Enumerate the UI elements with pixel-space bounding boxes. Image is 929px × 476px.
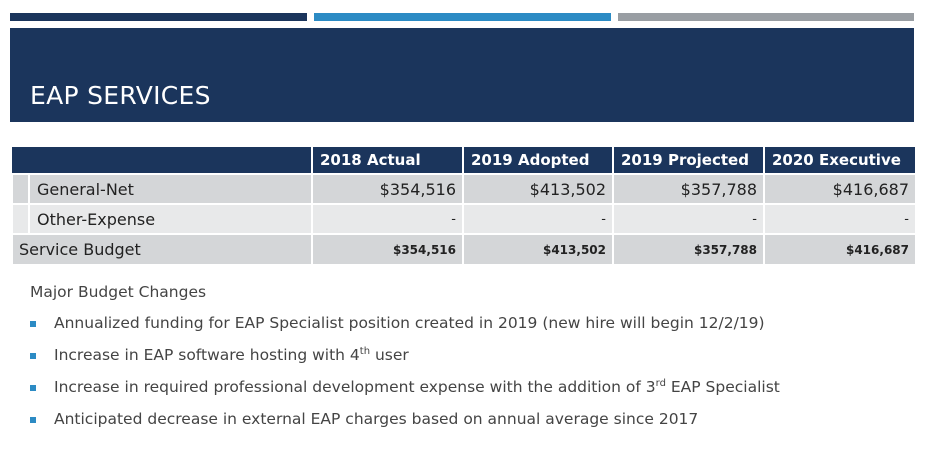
- square-bullet-icon: [30, 353, 36, 359]
- row-label-text: General-Net: [37, 179, 134, 199]
- changes-list: Annualized funding for EAP Specialist po…: [30, 314, 780, 442]
- table-cell: $416,687: [763, 173, 915, 204]
- table-cell: -: [462, 203, 613, 234]
- total-cell: $413,502: [462, 233, 613, 264]
- table-row: General-Net $354,516 $413,502 $357,788 $…: [11, 173, 915, 204]
- list-item-text: Annualized funding for EAP Specialist po…: [54, 314, 765, 333]
- list-item-text: Anticipated decrease in external EAP cha…: [54, 410, 699, 429]
- list-item: Increase in required professional develo…: [30, 378, 780, 410]
- total-label: Service Budget: [11, 233, 312, 264]
- list-item-text: Increase in required professional develo…: [54, 378, 656, 397]
- budget-table: 2018 Actual 2019 Adopted 2019 Projected …: [11, 147, 915, 264]
- table-cell: -: [763, 203, 915, 234]
- column-header: 2020 Executive: [763, 147, 915, 174]
- row-label: General-Net: [11, 173, 312, 204]
- row-label-text: Other-Expense: [37, 209, 156, 229]
- total-cell: $416,687: [763, 233, 915, 264]
- table-row: Other-Expense - - - -: [11, 203, 915, 234]
- page-title: EAP SERVICES: [30, 81, 211, 110]
- square-bullet-icon: [30, 385, 36, 391]
- accent-bar-blue: [314, 13, 611, 21]
- total-row: Service Budget $354,516 $413,502 $357,78…: [11, 233, 915, 264]
- table-header-row: 2018 Actual 2019 Adopted 2019 Projected …: [12, 147, 915, 174]
- list-item: Anticipated decrease in external EAP cha…: [30, 410, 780, 442]
- table-cell: -: [311, 203, 463, 234]
- column-header: [12, 147, 312, 174]
- list-item: Annualized funding for EAP Specialist po…: [30, 314, 780, 346]
- table-cell: $354,516: [311, 173, 463, 204]
- table-cell: -: [612, 203, 764, 234]
- list-item-text: Increase in EAP software hosting with 4: [54, 346, 360, 365]
- table-cell: $357,788: [612, 173, 764, 204]
- title-banner: EAP SERVICES: [10, 28, 914, 122]
- table-cell: $413,502: [462, 173, 613, 204]
- row-label: Other-Expense: [11, 203, 312, 234]
- column-header: 2019 Adopted: [462, 147, 613, 174]
- square-bullet-icon: [30, 417, 36, 423]
- list-item-tail: user: [370, 346, 409, 365]
- row-indent-stripe: [13, 205, 30, 233]
- column-header: 2019 Projected: [612, 147, 764, 174]
- changes-heading: Major Budget Changes: [30, 283, 207, 301]
- total-cell: $357,788: [612, 233, 764, 264]
- superscript: rd: [655, 378, 666, 389]
- column-header: 2018 Actual: [311, 147, 463, 174]
- superscript: th: [359, 346, 371, 357]
- total-cell: $354,516: [311, 233, 463, 264]
- square-bullet-icon: [30, 321, 36, 327]
- accent-bar-gray: [618, 13, 914, 21]
- accent-bar-navy: [10, 13, 307, 21]
- list-item-tail: EAP Specialist: [665, 378, 780, 397]
- list-item: Increase in EAP software hosting with 4t…: [30, 346, 780, 378]
- row-indent-stripe: [13, 175, 30, 203]
